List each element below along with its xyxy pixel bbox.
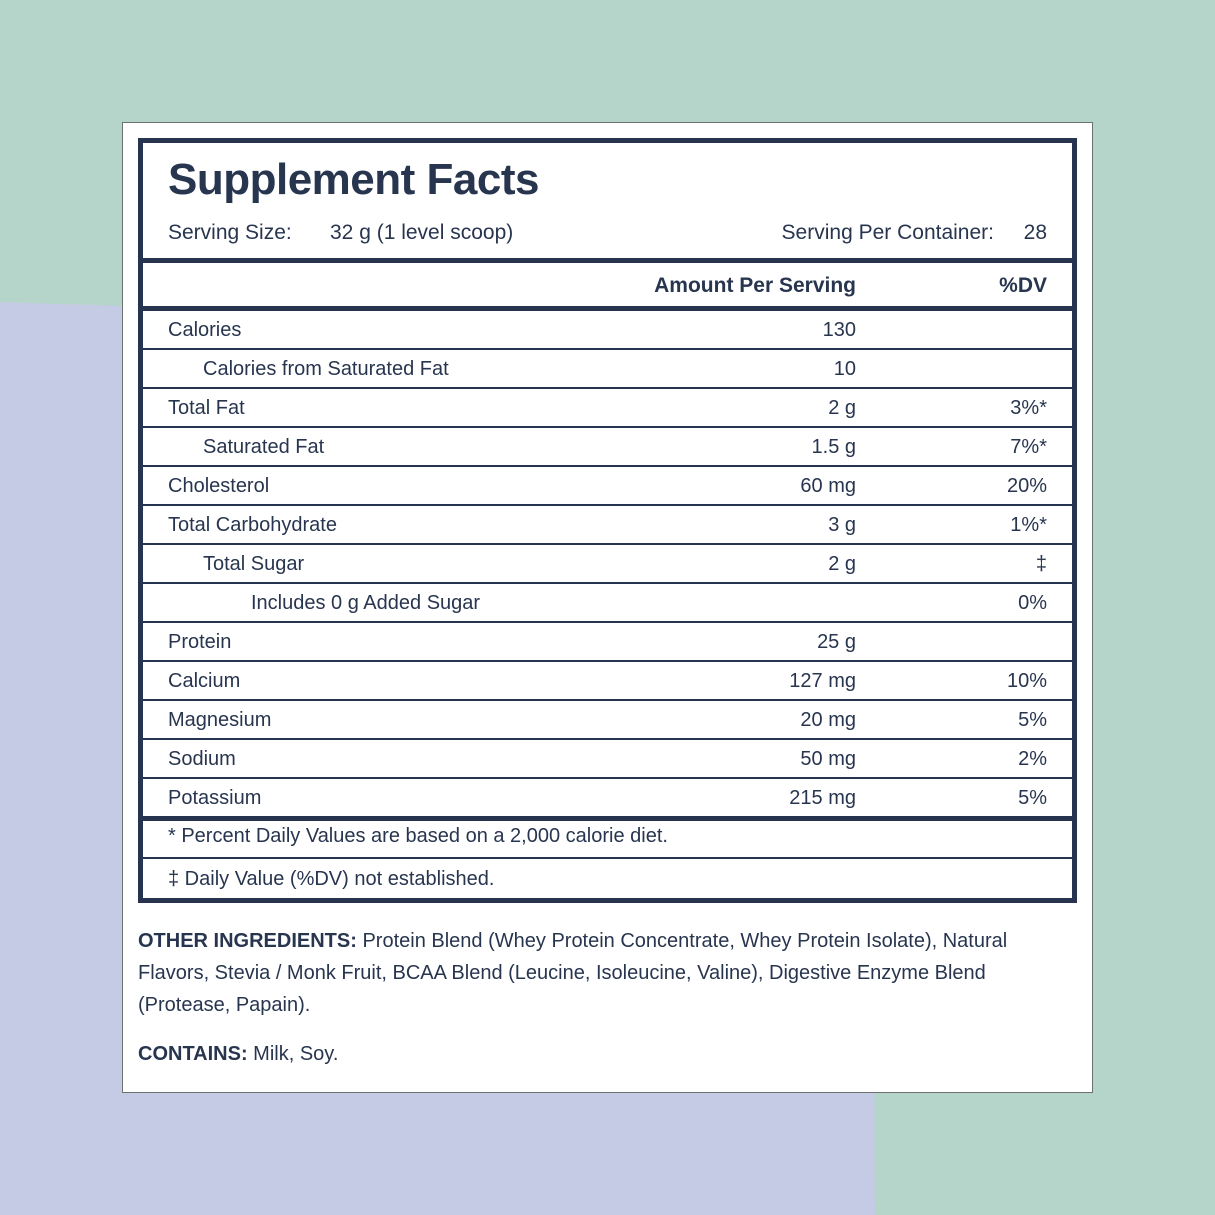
nutrient-amount: 3 g <box>828 514 856 536</box>
nutrient-name: Magnesium <box>168 709 272 731</box>
nutrient-name: Total Carbohydrate <box>168 514 337 536</box>
contains: CONTAINS: Milk, Soy. <box>138 1038 1058 1070</box>
nutrient-row: Potassium 215 mg 5% <box>143 779 1072 821</box>
nutrient-amount: 1.5 g <box>811 436 856 458</box>
table-header: Amount Per Serving %DV <box>143 258 1072 311</box>
nutrient-dv: 10% <box>1006 670 1047 692</box>
other-ingredients-text: Protein Blend (Whey Protein Concentrate,… <box>138 930 1008 1016</box>
nutrient-dv: 2% <box>1018 748 1047 770</box>
footnote-dv: * Percent Daily Values are based on a 2,… <box>143 816 1072 859</box>
nutrient-amount: 127 mg <box>789 670 856 692</box>
dv-header: %DV <box>999 274 1047 297</box>
nutrient-name: Calories <box>168 319 242 341</box>
contains-text: Milk, Soy. <box>247 1043 339 1065</box>
nutrient-amount: 130 <box>822 319 856 341</box>
nutrient-dv: 0% <box>1018 592 1047 614</box>
nutrient-amount: 2 g <box>828 397 856 419</box>
nutrient-row: Protein 25 g <box>143 623 1072 662</box>
nutrient-dv: 5% <box>1018 787 1047 809</box>
nutrient-row: Includes 0 g Added Sugar 0% <box>143 584 1072 623</box>
nutrient-row: Total Sugar 2 g ‡ <box>143 545 1072 584</box>
nutrient-amount: 25 g <box>817 631 856 653</box>
nutrient-name: Sodium <box>168 748 236 770</box>
nutrient-row: Cholesterol 60 mg 20% <box>143 467 1072 506</box>
nutrient-name: Total Sugar <box>203 553 305 575</box>
panel-title: Supplement Facts <box>168 155 539 204</box>
nutrient-row: Calories from Saturated Fat 10 <box>143 350 1072 389</box>
nutrient-dv: 5% <box>1018 709 1047 731</box>
nutrient-name: Total Fat <box>168 397 245 419</box>
nutrient-amount: 60 mg <box>800 475 856 497</box>
other-ingredients-label: OTHER INGREDIENTS: <box>138 930 357 952</box>
nutrient-name: Calcium <box>168 670 241 692</box>
nutrient-name: Potassium <box>168 787 262 809</box>
nutrient-name: Calories from Saturated Fat <box>203 358 449 380</box>
nutrient-amount: 215 mg <box>789 787 856 809</box>
nutrient-dv: ‡ <box>1035 553 1047 575</box>
nutrient-name: Includes 0 g Added Sugar <box>251 592 481 614</box>
footnote-text: ‡ Daily Value (%DV) not established. <box>168 868 495 890</box>
serving-size-value: 32 g (1 level scoop) <box>330 221 514 244</box>
footnote-not-established: ‡ Daily Value (%DV) not established. <box>143 859 1072 899</box>
nutrient-row: Sodium 50 mg 2% <box>143 740 1072 779</box>
nutrient-row: Magnesium 20 mg 5% <box>143 701 1072 740</box>
nutrient-dv: 1%* <box>1010 514 1047 536</box>
contains-label: CONTAINS: <box>138 1043 248 1065</box>
nutrient-row: Calcium 127 mg 10% <box>143 662 1072 701</box>
nutrient-row: Total Carbohydrate 3 g 1%* <box>143 506 1072 545</box>
supplement-facts-card: Supplement Facts Serving Size: 32 g (1 l… <box>122 122 1093 1093</box>
nutrient-amount: 20 mg <box>800 709 856 731</box>
servings-label: Serving Per Container: <box>781 221 994 244</box>
nutrient-dv: 7%* <box>1010 436 1047 458</box>
nutrient-name: Cholesterol <box>168 475 270 497</box>
serving-size-label: Serving Size: <box>168 221 292 244</box>
nutrient-dv: 20% <box>1006 475 1047 497</box>
nutrient-name: Protein <box>168 631 232 653</box>
servings-value: 28 <box>1023 221 1047 244</box>
nutrient-amount: 10 <box>833 358 856 380</box>
nutrient-name: Saturated Fat <box>203 436 325 458</box>
nutrient-row: Calories 130 <box>143 311 1072 350</box>
nutrient-dv: 3%* <box>1010 397 1047 419</box>
nutrient-row: Saturated Fat 1.5 g 7%* <box>143 428 1072 467</box>
nutrient-amount: 2 g <box>828 553 856 575</box>
nutrient-row: Total Fat 2 g 3%* <box>143 389 1072 428</box>
amount-header: Amount Per Serving <box>654 274 856 297</box>
nutrient-amount: 50 mg <box>800 748 856 770</box>
footnote-text: * Percent Daily Values are based on a 2,… <box>168 825 668 847</box>
facts-panel: Supplement Facts Serving Size: 32 g (1 l… <box>138 138 1077 903</box>
other-ingredients: OTHER INGREDIENTS: Protein Blend (Whey P… <box>138 925 1058 1021</box>
